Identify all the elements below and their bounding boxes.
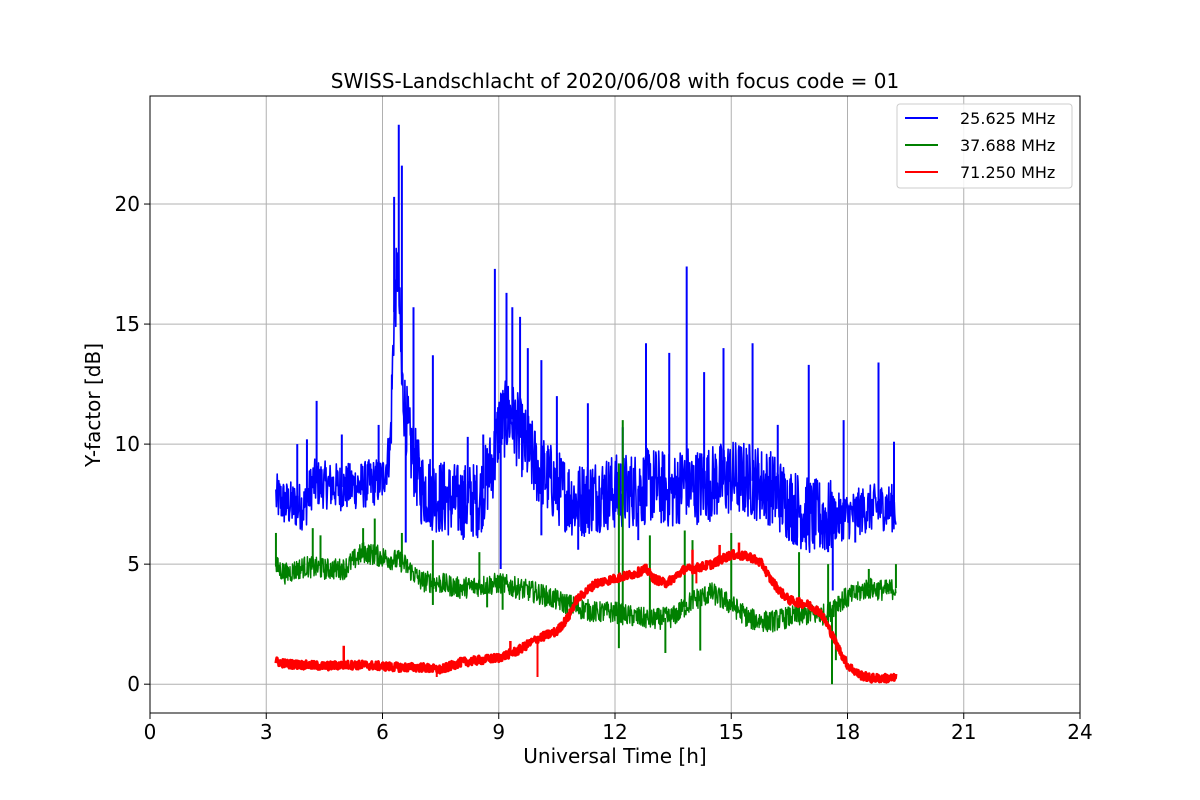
x-tick-label: 15 (719, 720, 744, 744)
x-tick-label: 24 (1067, 720, 1092, 744)
legend-label-37-688: 37.688 MHz (960, 136, 1055, 155)
chart-title: SWISS-Landschlacht of 2020/06/08 with fo… (331, 69, 899, 93)
legend-label-71-250: 71.250 MHz (960, 163, 1055, 182)
y-tick-label: 0 (127, 672, 140, 696)
axis-ticks: 0 3 6 9 12 15 18 21 24 0 5 10 15 20 (115, 192, 1093, 744)
x-axis-label: Universal Time [h] (523, 744, 706, 768)
y-tick-label: 10 (115, 432, 140, 456)
x-tick-label: 3 (260, 720, 273, 744)
x-tick-label: 6 (376, 720, 389, 744)
y-tick-label: 15 (115, 312, 140, 336)
legend-box (896, 103, 1073, 189)
y-tick-label: 20 (115, 192, 140, 216)
legend-label-25-625: 25.625 MHz (960, 109, 1055, 128)
x-tick-label: 9 (492, 720, 505, 744)
x-tick-label: 0 (144, 720, 157, 744)
x-tick-label: 12 (602, 720, 627, 744)
x-tick-label: 21 (951, 720, 976, 744)
series-group (274, 124, 898, 685)
series-71-250-MHz (274, 542, 898, 684)
y-tick-label: 5 (127, 552, 140, 576)
x-tick-label: 18 (835, 720, 860, 744)
legend: 25.625 MHz 37.688 MHz 71.250 MHz (896, 103, 1073, 189)
series-line (275, 541, 897, 633)
series-line (274, 549, 898, 684)
y-axis-label: Y-factor [dB] (81, 343, 105, 468)
